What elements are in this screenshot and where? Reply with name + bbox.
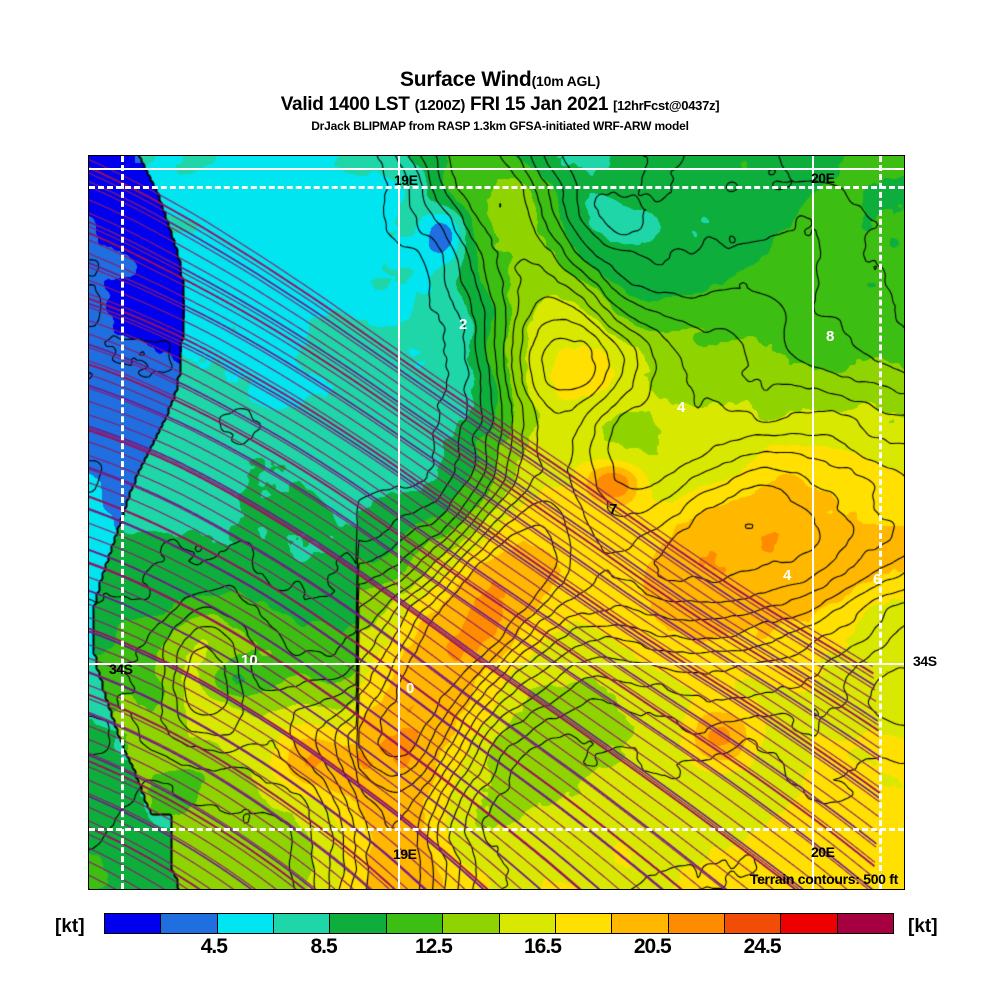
colorbar-swatches bbox=[104, 913, 894, 934]
colorbar-tick-3: 16.5 bbox=[524, 935, 562, 958]
graticule-label-20e-1: 20E bbox=[811, 170, 835, 186]
colorbar: [kt] 4.5 8.5 12.5 16.5 20.5 24.5 [kt] bbox=[0, 905, 1000, 965]
streamline-label-2: 4 bbox=[677, 399, 686, 416]
forecast-tag: [12hrFcst@0437z] bbox=[613, 98, 720, 113]
valid-date: FRI 15 Jan 2021 bbox=[470, 94, 609, 115]
wind-speed-raster bbox=[89, 156, 904, 889]
map-edge-label-0: 34S bbox=[913, 653, 937, 669]
title-main: Surface Wind bbox=[399, 68, 532, 91]
chart-source: DrJack BLIPMAP from RASP 1.3km GFSA-init… bbox=[311, 119, 689, 133]
colorbar-tick-0: 4.5 bbox=[200, 935, 228, 958]
colorbar-unit-left: [kt] bbox=[55, 916, 85, 937]
weather-map[interactable]: 19E 20E 19E 20E 34S 2 8 4 7 10 0 4 6 Terrain contour… bbox=[88, 155, 905, 890]
graticule-label-34s-4: 34S bbox=[109, 661, 133, 677]
colorbar-swatch-7 bbox=[499, 914, 556, 933]
chart-title: Surface Wind(10m AGL) bbox=[0, 68, 1000, 93]
colorbar-tick-2: 12.5 bbox=[414, 935, 453, 958]
title-main-sub: (10m AGL) bbox=[531, 73, 601, 89]
streamline-label-0: 2 bbox=[459, 316, 468, 333]
streamline-label-4: 10 bbox=[241, 652, 258, 669]
colorbar-swatch-5 bbox=[386, 914, 444, 933]
streamline-label-5: 0 bbox=[406, 680, 415, 697]
colorbar-tick-4: 20.5 bbox=[633, 935, 672, 958]
colorbar-unit-right: [kt] bbox=[908, 916, 938, 937]
streamline-label-1: 8 bbox=[826, 328, 835, 345]
graticule-label-20e-3: 20E bbox=[811, 844, 835, 860]
colorbar-tick-1: 8.5 bbox=[310, 935, 338, 958]
colorbar-ticks: 4.5 8.5 12.5 16.5 20.5 24.5 bbox=[104, 935, 894, 961]
colorbar-swatch-13 bbox=[837, 914, 894, 933]
colorbar-swatch-2 bbox=[217, 914, 275, 933]
colorbar-swatch-12 bbox=[781, 914, 838, 933]
colorbar-swatch-3 bbox=[274, 914, 331, 933]
colorbar-swatch-10 bbox=[668, 914, 725, 933]
colorbar-tick-5: 24.5 bbox=[743, 935, 782, 958]
streamline-label-7: 6 bbox=[873, 571, 882, 588]
streamline-label-6: 4 bbox=[783, 567, 792, 584]
title-block: Surface Wind(10m AGL) Valid 1400 LST (12… bbox=[0, 68, 1000, 135]
colorbar-swatch-0 bbox=[105, 914, 162, 933]
terrain-contour-note: Terrain contours: 500 ft bbox=[749, 871, 898, 887]
graticule-label-19e-0: 19E bbox=[394, 172, 418, 188]
graticule-label-19e-2: 19E bbox=[393, 846, 417, 862]
colorbar-swatch-8 bbox=[555, 914, 613, 933]
colorbar-swatch-11 bbox=[724, 914, 782, 933]
colorbar-swatch-6 bbox=[443, 914, 500, 933]
colorbar-swatch-1 bbox=[161, 914, 218, 933]
chart-subtitle: Valid 1400 LST (1200Z) FRI 15 Jan 2021 [… bbox=[0, 93, 1000, 117]
valid-time-utc: (1200Z) bbox=[414, 97, 466, 114]
streamline-label-3: 7 bbox=[609, 501, 618, 518]
valid-time: Valid 1400 LST bbox=[280, 94, 410, 115]
colorbar-swatch-4 bbox=[330, 914, 387, 933]
colorbar-swatch-9 bbox=[612, 914, 669, 933]
